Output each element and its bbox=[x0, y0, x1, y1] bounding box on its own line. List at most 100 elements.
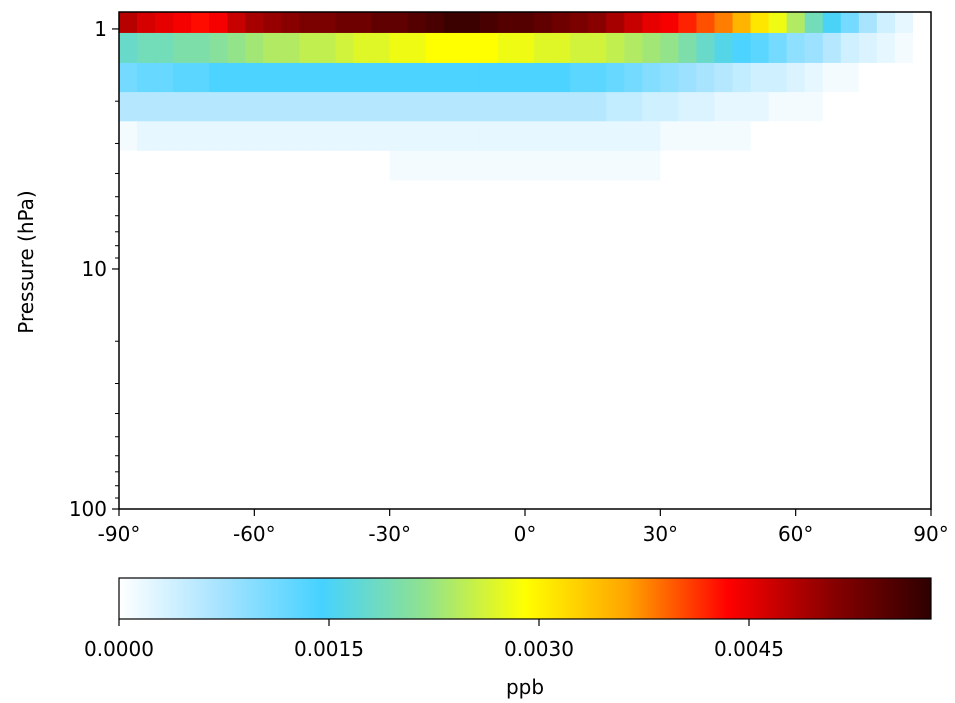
heatmap-cell bbox=[479, 12, 499, 34]
x-tick-label: -30° bbox=[368, 522, 411, 546]
heatmap-cell bbox=[371, 62, 391, 93]
heatmap-cell bbox=[876, 12, 896, 34]
heatmap-cell bbox=[750, 12, 770, 34]
heatmap-cell bbox=[461, 62, 481, 93]
heatmap-cell bbox=[155, 92, 174, 122]
heatmap-cell bbox=[912, 62, 932, 93]
heatmap-cell bbox=[173, 12, 192, 34]
heatmap-cell bbox=[768, 121, 788, 152]
heatmap-cell bbox=[822, 62, 842, 93]
y-axis: 1 10 100 bbox=[69, 17, 119, 521]
heatmap-cell bbox=[155, 121, 174, 152]
heatmap-cell bbox=[786, 12, 806, 34]
x-axis: -90° -60° -30° 0° 30° 60° 90° bbox=[98, 509, 949, 546]
heatmap-cell bbox=[786, 32, 806, 64]
heatmap-cell bbox=[894, 12, 914, 34]
heatmap-cell bbox=[443, 32, 463, 64]
heatmap-cell bbox=[515, 121, 535, 152]
heatmap-cell bbox=[407, 12, 427, 34]
heatmap-cell bbox=[606, 150, 625, 181]
heatmap-cell bbox=[876, 121, 896, 152]
heatmap-cell bbox=[750, 150, 770, 181]
heatmap-cell bbox=[173, 62, 192, 93]
heatmap-cell bbox=[570, 62, 589, 93]
heatmap-cell bbox=[155, 12, 174, 34]
heatmap-cell bbox=[353, 32, 373, 64]
heatmap-cell bbox=[732, 32, 752, 64]
heatmap-cell bbox=[804, 92, 824, 122]
heatmap-cell bbox=[371, 92, 391, 122]
heatmap-cell bbox=[858, 150, 878, 181]
heatmap-cell bbox=[642, 150, 661, 181]
heatmap-cell bbox=[119, 92, 138, 122]
heatmap-cell bbox=[732, 150, 752, 181]
colorbar-tick-label: 0.0000 bbox=[84, 637, 154, 661]
heatmap-cell bbox=[534, 62, 553, 93]
heatmap-cell bbox=[263, 150, 282, 181]
x-tick-label: 0° bbox=[514, 522, 537, 546]
heatmap-cell bbox=[425, 12, 445, 34]
heatmap-cell bbox=[281, 121, 301, 152]
heatmap-cell bbox=[119, 32, 138, 64]
heatmap-cell bbox=[407, 32, 427, 64]
heatmap-cell bbox=[155, 150, 174, 181]
heatmap-cell bbox=[263, 12, 282, 34]
x-tick-label: -60° bbox=[233, 522, 276, 546]
heatmap-cell bbox=[606, 32, 625, 64]
heatmap-cell bbox=[822, 121, 842, 152]
heatmap-cell bbox=[858, 62, 878, 93]
heatmap-cell bbox=[425, 62, 445, 93]
heatmap-cell bbox=[696, 92, 716, 122]
heatmap-cell bbox=[768, 150, 788, 181]
heatmap-cell bbox=[299, 121, 319, 152]
heatmap-cell bbox=[642, 121, 661, 152]
heatmap-cell bbox=[858, 32, 878, 64]
heatmap-cell bbox=[245, 121, 264, 152]
heatmap-cell bbox=[245, 32, 264, 64]
heatmap-cell bbox=[497, 121, 517, 152]
heatmap-cell bbox=[714, 12, 734, 34]
heatmap-cell bbox=[732, 62, 752, 93]
heatmap-cell bbox=[119, 150, 138, 181]
heatmap-cell bbox=[191, 32, 210, 64]
heatmap-cell bbox=[479, 92, 499, 122]
heatmap-cell bbox=[552, 121, 571, 152]
heatmap-cell bbox=[624, 62, 643, 93]
heatmap-cell bbox=[335, 12, 355, 34]
heatmap-cell bbox=[461, 32, 481, 64]
heatmap-cell bbox=[461, 12, 481, 34]
heatmap-cell bbox=[570, 150, 589, 181]
heatmap-cell bbox=[912, 12, 932, 34]
heatmap-cell bbox=[317, 62, 337, 93]
heatmap-cell bbox=[660, 92, 679, 122]
heatmap-cell bbox=[588, 92, 607, 122]
heatmap-cell bbox=[642, 12, 661, 34]
heatmap-cell bbox=[570, 92, 589, 122]
heatmap-cell bbox=[786, 62, 806, 93]
heatmap-cell bbox=[624, 150, 643, 181]
heatmap-cell bbox=[786, 92, 806, 122]
heatmap-cell bbox=[678, 92, 698, 122]
heatmap-cell bbox=[299, 32, 319, 64]
heatmap-cell bbox=[209, 150, 228, 181]
y-axis-title: Pressure (hPa) bbox=[14, 190, 38, 333]
heatmap-cell bbox=[245, 62, 264, 93]
heatmap-cell bbox=[696, 121, 716, 152]
heatmap-cell bbox=[840, 32, 860, 64]
heatmap-cell bbox=[389, 62, 409, 93]
heatmap-cell bbox=[840, 92, 860, 122]
heatmap-cell bbox=[804, 12, 824, 34]
heatmap-cell bbox=[588, 32, 607, 64]
heatmap-cell bbox=[894, 62, 914, 93]
heatmap-cell bbox=[696, 12, 716, 34]
heatmap-cell bbox=[642, 62, 661, 93]
heatmap-cell bbox=[389, 121, 409, 152]
heatmap-cell bbox=[858, 92, 878, 122]
heatmap-cell bbox=[840, 62, 860, 93]
heatmap-cell bbox=[173, 121, 192, 152]
heatmap-cell bbox=[552, 92, 571, 122]
x-tick-label: 30° bbox=[643, 522, 678, 546]
heatmap-cell bbox=[515, 92, 535, 122]
heatmap-cell bbox=[281, 12, 301, 34]
